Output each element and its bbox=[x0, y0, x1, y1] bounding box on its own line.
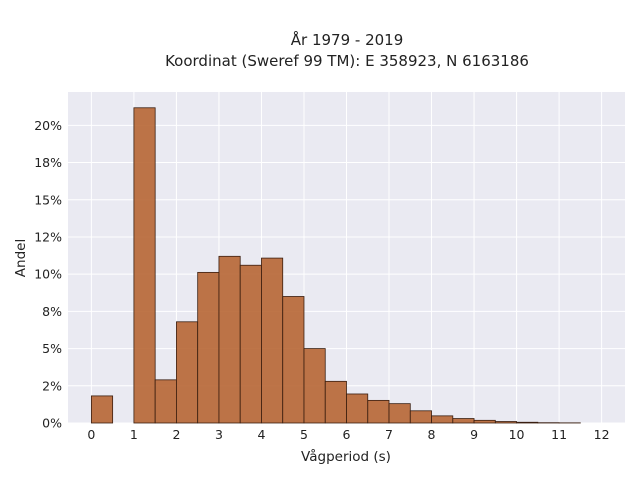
x-tick-label: 11 bbox=[551, 427, 567, 442]
histogram-bar bbox=[283, 296, 304, 423]
histogram-bar bbox=[325, 381, 346, 423]
y-tick-label: 20% bbox=[34, 118, 62, 133]
histogram-bar bbox=[432, 416, 453, 423]
chart-subtitle: Koordinat (Sweref 99 TM): E 358923, N 61… bbox=[165, 52, 529, 70]
histogram-bar bbox=[304, 349, 325, 423]
x-tick-label: 3 bbox=[215, 427, 223, 442]
histogram-bar bbox=[410, 411, 431, 423]
y-tick-label: 2% bbox=[42, 378, 62, 393]
y-tick-label: 8% bbox=[42, 304, 62, 319]
x-tick-label: 12 bbox=[594, 427, 610, 442]
histogram-bar bbox=[453, 419, 474, 423]
histogram-bar bbox=[240, 265, 261, 423]
y-tick-label: 10% bbox=[34, 267, 62, 282]
histogram-bar bbox=[474, 420, 495, 423]
y-tick-label: 12% bbox=[34, 229, 62, 244]
y-tick-labels: 0% 2% 5% 8% 10% 12% 15% 18% 20% bbox=[34, 118, 62, 431]
x-tick-label: 2 bbox=[172, 427, 180, 442]
x-tick-label: 0 bbox=[87, 427, 95, 442]
x-tick-label: 10 bbox=[509, 427, 525, 442]
histogram-bar bbox=[347, 394, 368, 423]
x-tick-label: 1 bbox=[130, 427, 138, 442]
y-tick-label: 0% bbox=[42, 416, 62, 431]
histogram-bar bbox=[155, 380, 176, 423]
histogram-bar bbox=[495, 422, 516, 423]
x-tick-label: 4 bbox=[257, 427, 265, 442]
y-tick-label: 18% bbox=[34, 155, 62, 170]
histogram-bar bbox=[389, 404, 410, 423]
y-tick-label: 15% bbox=[34, 192, 62, 207]
chart-title: År 1979 - 2019 bbox=[291, 30, 404, 49]
x-tick-label: 7 bbox=[385, 427, 393, 442]
y-tick-label: 5% bbox=[42, 341, 62, 356]
x-tick-label: 8 bbox=[428, 427, 436, 442]
x-tick-label: 9 bbox=[470, 427, 478, 442]
histogram-bar bbox=[91, 396, 112, 423]
histogram-bar bbox=[368, 400, 389, 423]
x-tick-label: 5 bbox=[300, 427, 308, 442]
histogram-bar bbox=[198, 272, 219, 423]
histogram-bar bbox=[517, 422, 538, 423]
histogram-bar bbox=[134, 108, 155, 423]
histogram-bar bbox=[261, 258, 282, 423]
histogram-bar bbox=[176, 322, 197, 423]
x-axis-label: Vågperiod (s) bbox=[301, 448, 391, 465]
y-axis-label: Andel bbox=[13, 239, 29, 277]
x-tick-label: 6 bbox=[343, 427, 351, 442]
histogram-bar bbox=[219, 256, 240, 423]
